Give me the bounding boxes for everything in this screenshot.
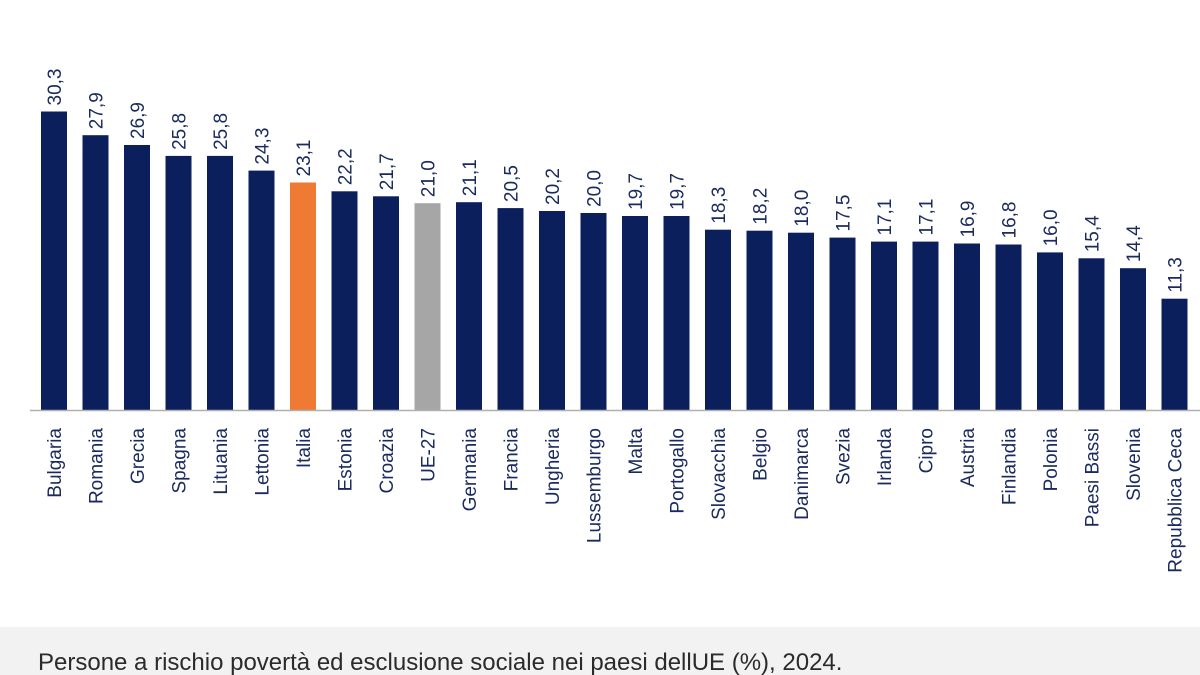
value-label-francia: 20,5: [502, 165, 523, 202]
value-label-estonia: 22,2: [336, 148, 357, 185]
category-label-italia: Italia: [294, 428, 315, 469]
bar-estonia: [331, 191, 358, 410]
category-label-repubblica-ceca: Repubblica Ceca: [1166, 428, 1187, 573]
bar-finlandia: [995, 244, 1022, 410]
value-label-germania: 21,1: [460, 159, 481, 196]
bar-portogallo: [663, 216, 690, 410]
value-label-malta: 19,7: [626, 173, 647, 210]
bar-malta: [622, 216, 648, 410]
category-label-spagna: Spagna: [170, 428, 191, 494]
bar-lussemburgo: [580, 213, 607, 410]
category-label-lussemburgo: Lussemburgo: [585, 428, 606, 543]
bar-grecia: [124, 145, 150, 410]
category-label-paesi-bassi: Paesi Bassi: [1083, 428, 1104, 527]
value-label-ue-27: 21,0: [419, 160, 440, 197]
value-label-svezia: 17,5: [834, 195, 855, 232]
value-label-cipro: 17,1: [917, 199, 938, 236]
category-label-portogallo: Portogallo: [668, 428, 689, 514]
category-label-estonia: Estonia: [336, 428, 357, 492]
value-label-finlandia: 16,8: [1000, 202, 1021, 239]
category-label-irlanda: Irlanda: [875, 428, 896, 487]
value-label-belgio: 18,2: [751, 188, 772, 225]
bar-belgio: [746, 230, 773, 410]
value-label-austria: 16,9: [958, 201, 979, 238]
category-label-polonia: Polonia: [1041, 428, 1062, 492]
category-label-lituania: Lituania: [211, 428, 232, 495]
value-label-ungheria: 20,2: [543, 168, 564, 205]
value-label-romania: 27,9: [87, 92, 108, 129]
category-label-romania: Romania: [87, 428, 108, 504]
bar-croazia: [373, 196, 399, 410]
category-label-francia: Francia: [502, 428, 523, 492]
bar-svezia: [829, 237, 856, 410]
bar-lettonia: [248, 170, 275, 410]
bar-lituania: [207, 155, 233, 410]
value-label-repubblica-ceca: 11,3: [1166, 257, 1187, 293]
value-label-portogallo: 19,7: [668, 173, 689, 210]
value-label-croazia: 21,7: [377, 153, 398, 190]
category-label-slovenia: Slovenia: [1124, 428, 1145, 501]
value-label-lituania: 25,8: [211, 113, 232, 150]
value-label-grecia: 26,9: [128, 102, 149, 139]
bar-irlanda: [871, 241, 897, 410]
value-label-bulgaria: 30,3: [45, 69, 66, 106]
bar-slovacchia: [705, 229, 731, 410]
category-label-croazia: Croazia: [377, 428, 398, 494]
bar-italia: [290, 182, 316, 410]
bar-repubblica-ceca: [1161, 298, 1188, 410]
bar-ue-27: [414, 203, 441, 410]
bar-germania: [456, 202, 482, 410]
bar-cipro: [912, 241, 939, 410]
category-label-ungheria: Ungheria: [543, 428, 564, 506]
bar-slovenia: [1120, 268, 1146, 410]
category-label-ue-27: UE-27: [419, 428, 440, 482]
category-label-austria: Austria: [958, 428, 979, 488]
value-label-irlanda: 17,1: [875, 199, 896, 236]
bar-romania: [82, 135, 109, 410]
value-label-danimarca: 18,0: [792, 190, 813, 227]
value-label-lussemburgo: 20,0: [585, 170, 606, 207]
value-label-italia: 23,1: [294, 140, 315, 177]
bar-chart: 30,3 Bulgaria 27,9 Romania 26,9 Grecia 25,8 Spa…: [30, 69, 1200, 573]
category-label-finlandia: Finlandia: [1000, 428, 1021, 506]
category-label-slovacchia: Slovacchia: [709, 428, 730, 520]
value-label-slovacchia: 18,3: [709, 187, 730, 224]
category-label-lettonia: Lettonia: [253, 428, 274, 496]
bar-francia: [497, 208, 524, 410]
bar-austria: [954, 243, 980, 410]
category-label-belgio: Belgio: [751, 428, 772, 481]
value-label-spagna: 25,8: [170, 113, 191, 150]
caption-band: Persone a rischio povertà ed esclusione …: [0, 627, 1200, 675]
value-label-polonia: 16,0: [1041, 209, 1062, 246]
value-label-slovenia: 14,4: [1124, 225, 1145, 262]
category-label-germania: Germania: [460, 428, 481, 512]
bar-polonia: [1037, 252, 1063, 410]
bar-bulgaria: [41, 111, 67, 410]
value-label-lettonia: 24,3: [253, 128, 274, 165]
bar-spagna: [165, 155, 192, 410]
category-label-danimarca: Danimarca: [792, 428, 813, 520]
category-label-cipro: Cipro: [917, 428, 938, 473]
category-label-grecia: Grecia: [128, 428, 149, 484]
bar-ungheria: [539, 211, 565, 410]
bar-danimarca: [788, 232, 814, 410]
category-label-malta: Malta: [626, 428, 647, 475]
category-label-bulgaria: Bulgaria: [45, 428, 66, 498]
bar-paesi-bassi: [1078, 258, 1105, 410]
chart-caption: Persone a rischio povertà ed esclusione …: [38, 649, 843, 675]
category-label-svezia: Svezia: [834, 428, 855, 485]
value-label-paesi-bassi: 15,4: [1083, 215, 1104, 252]
